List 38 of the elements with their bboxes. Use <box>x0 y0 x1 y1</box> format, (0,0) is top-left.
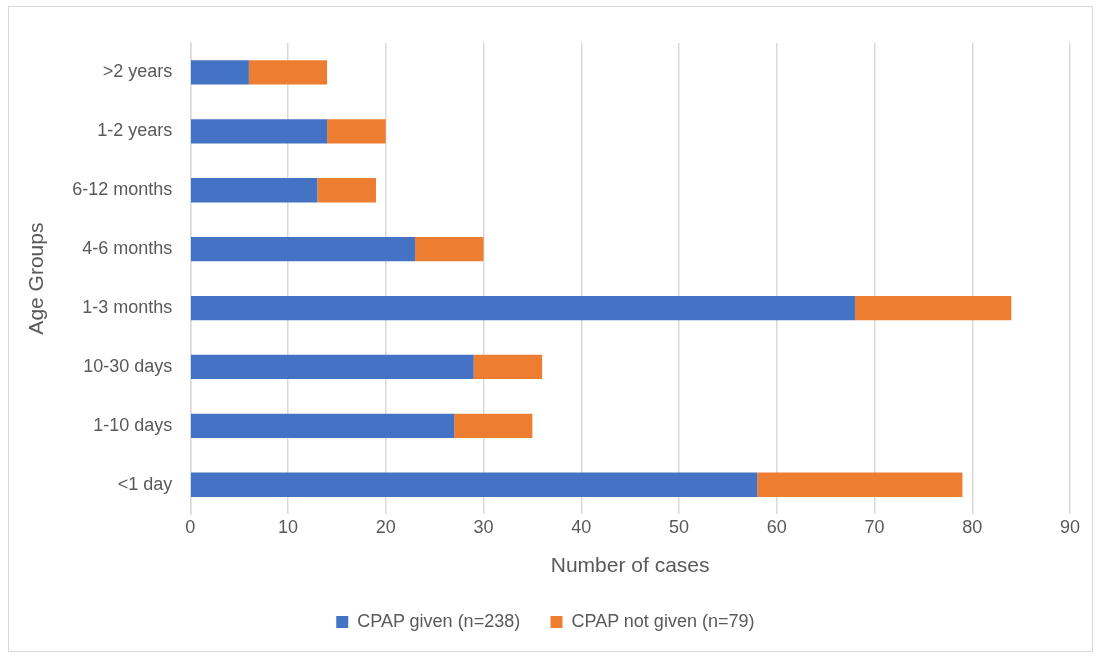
y-tick-label: 1-10 days <box>93 414 173 435</box>
x-axis-title: Number of cases <box>550 553 710 577</box>
y-tick-label: 4-6 months <box>82 238 173 259</box>
y-tick-label: 1-3 months <box>82 297 173 318</box>
y-tick-label: 10-30 days <box>83 355 173 376</box>
bar <box>191 60 249 85</box>
y-tick-label: <1 day <box>117 473 173 494</box>
x-tick-label: 30 <box>473 516 494 537</box>
x-tick-label: 40 <box>571 516 592 537</box>
y-tick-label: 1-2 years <box>97 120 173 141</box>
x-tick-label: 70 <box>864 516 885 537</box>
bar <box>327 119 386 144</box>
bar <box>191 237 416 262</box>
y-axis-title: Age Groups <box>24 222 48 335</box>
bar <box>191 119 328 144</box>
bar <box>191 354 474 380</box>
x-tick-label: 90 <box>1059 516 1081 537</box>
bar <box>415 237 484 262</box>
bar <box>317 178 376 203</box>
bar <box>854 295 1012 321</box>
bar <box>191 295 855 321</box>
bar <box>191 413 455 438</box>
x-tick-label: 10 <box>277 516 299 537</box>
y-tick-label: >2 years <box>102 61 173 82</box>
legend-label: CPAP given (n=238) <box>357 610 521 631</box>
y-tick-label: 6-12 months <box>72 179 173 200</box>
legend-label: CPAP not given (n=79) <box>571 610 755 631</box>
x-tick-label: 80 <box>962 516 983 537</box>
bar <box>454 413 533 438</box>
bar <box>191 472 758 497</box>
bar <box>473 354 543 380</box>
bar <box>248 60 328 85</box>
x-tick-label: 20 <box>375 516 396 537</box>
bar <box>757 472 963 497</box>
bar <box>191 178 318 203</box>
x-tick-label: 0 <box>185 516 196 537</box>
x-tick-label: 50 <box>668 516 690 537</box>
x-tick-label: 60 <box>766 516 787 537</box>
